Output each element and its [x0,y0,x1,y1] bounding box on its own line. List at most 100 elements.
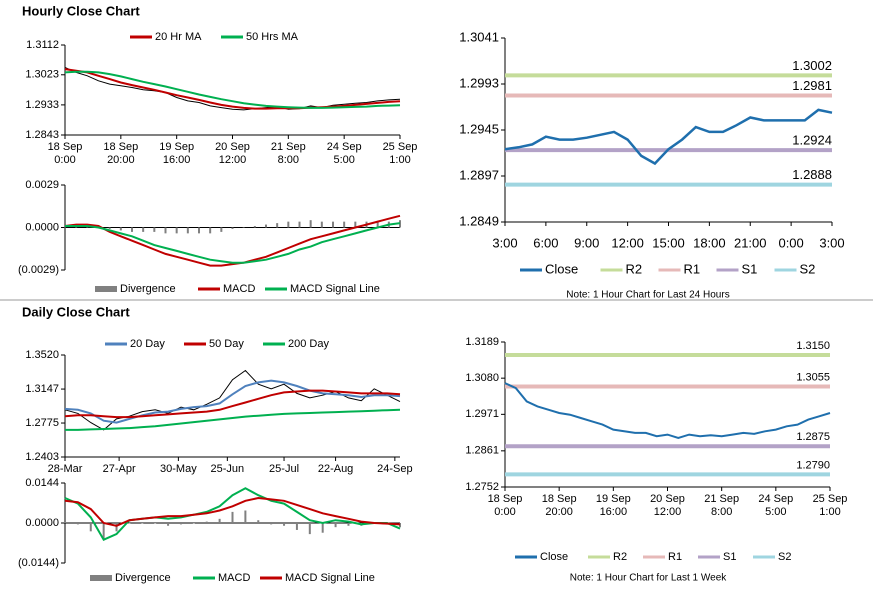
x-tick-label: 21 Sep 8:00 [704,493,739,518]
x-tick-label: 12:00 [611,235,644,250]
divergence-bar [131,227,133,232]
x-tick-label: 24-Sep [377,463,412,475]
x-tick-label: 30-May [160,463,197,475]
divergence-bar [192,523,195,524]
legend-label: Divergence [115,572,171,584]
divergence-bar [164,227,167,234]
x-tick-label: 6:00 [533,235,558,250]
x-tick-label: 25 Sep 1:00 [813,493,848,518]
y-tick-label: (0.0144) [18,557,59,569]
divergence-bar [309,220,312,228]
divergence-bar [399,523,401,528]
divergence-bar [141,523,144,524]
divergence-bar [108,227,111,229]
divergence-bar [179,523,182,525]
divergence-bar [265,224,267,228]
divergence-bar [231,227,234,229]
legend-swatch [95,286,117,292]
divergence-bar [198,227,200,234]
y-tick-label: 1.2752 [465,481,499,493]
legend-label: Close [545,261,578,276]
divergence-bar [308,523,311,535]
y-tick-label: 1.2843 [25,129,59,141]
y-tick-label: 1.2849 [459,213,499,228]
series-line [65,222,401,264]
x-tick-label: 28-Mar [48,463,83,475]
y-tick-label: 1.3520 [25,349,59,361]
y-tick-label: 1.3147 [25,383,59,395]
x-tick-label: 18 Sep 20:00 [103,141,138,166]
legend-label: R2 [613,551,627,563]
x-tick-label: 18 Sep 0:00 [488,493,523,518]
x-tick-label: 24 Sep 5:00 [758,493,793,518]
x-tick-label: 21 Sep 8:00 [271,141,306,166]
y-tick-label: 0.0029 [25,179,59,191]
divergence-bar [298,221,301,228]
divergence-bar [283,523,286,526]
price-line [64,66,401,111]
legend-label: 20 Day [130,338,165,350]
legend-label: S1 [742,261,758,276]
chart-note: Note: 1 Hour Chart for Last 24 Hours [566,290,729,301]
x-tick-label: 0:00 [778,235,803,250]
x-tick-label: 25-Jul [269,463,299,475]
divergence-bar [320,221,323,228]
divergence-bar [244,510,247,523]
legend-label: Divergence [120,283,176,295]
pivot-label: 1.3055 [796,371,830,383]
x-tick-label: 25-Jun [211,463,245,475]
y-tick-label: 1.3112 [26,39,59,51]
series-line [65,408,401,431]
series-line [504,382,831,439]
divergence-bar [343,221,346,228]
y-tick-label: 1.2933 [25,99,59,111]
divergence-bar [242,227,245,228]
price-line [64,369,401,431]
legend-label: S2 [778,551,791,563]
legend-label: R2 [626,261,643,276]
divergence-bar [102,523,105,540]
legend-label: Close [540,551,568,563]
x-tick-label: 21:00 [734,235,767,250]
divergence-bar [209,227,212,234]
divergence-bar [186,227,189,234]
x-tick-label: 18 Sep 20:00 [542,493,577,518]
divergence-bar [205,521,208,523]
x-tick-label: 20 Sep 12:00 [650,493,685,518]
divergence-bar [347,523,350,526]
series-line [504,108,833,166]
divergence-bar [376,221,379,228]
divergence-bar [354,221,357,228]
y-tick-label: 1.3023 [25,69,59,81]
divergence-bar [167,523,170,526]
divergence-bar [115,523,118,532]
divergence-bar [175,227,178,234]
series-line [64,487,401,541]
pivot-label: 1.3002 [792,58,832,73]
pivot-label: 1.2888 [792,167,832,182]
legend-label: R1 [668,551,682,563]
pivot-label: 1.2924 [792,133,832,148]
divergence-bar [270,523,273,525]
divergence-bar [276,223,279,228]
section-title: Daily Close Chart [22,304,130,319]
divergence-bar [128,523,131,524]
x-tick-label: 19 Sep 16:00 [596,493,631,518]
y-tick-label: 1.2971 [465,408,499,420]
legend-label: MACD [218,572,250,584]
y-tick-label: 0.0144 [25,477,59,489]
x-tick-label: 19 Sep 16:00 [159,141,194,166]
x-tick-label: 18:00 [693,235,726,250]
divergence-bar [153,227,156,232]
series-line [64,68,401,110]
x-tick-label: 3:00 [819,235,844,250]
x-tick-label: 18 Sep 0:00 [48,141,83,166]
y-tick-label: 0.0000 [25,517,59,529]
legend-label: MACD Signal Line [285,572,375,584]
legend-label: 50 Hrs MA [246,31,299,43]
divergence-bar [218,518,221,523]
x-tick-label: 24 Sep 5:00 [327,141,362,166]
y-tick-label: 1.2403 [25,451,59,463]
divergence-bar [295,523,298,530]
